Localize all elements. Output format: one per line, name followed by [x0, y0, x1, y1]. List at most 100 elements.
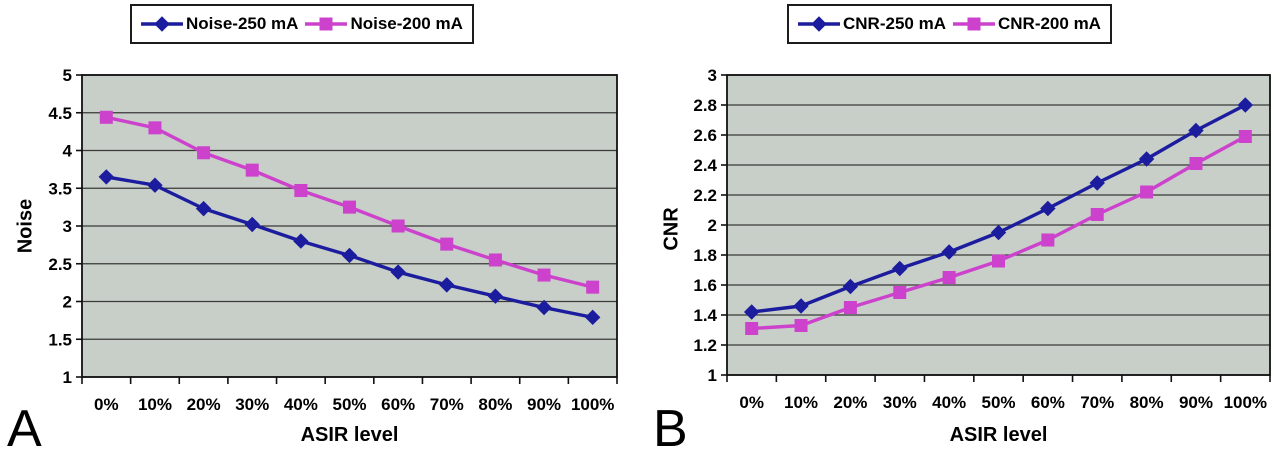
panel-label-b: B [653, 400, 688, 457]
cnr-chart: 32.82.62.42.221.81.61.41.210% 10% 20% 30% 40… [693, 66, 1271, 412]
y-tick-label: 1 [63, 368, 72, 387]
diamond-marker [990, 224, 1007, 241]
diamond-legend-marker-icon [141, 16, 183, 32]
diamond-marker [584, 309, 601, 326]
legend-label: Noise-200 mA [350, 14, 463, 33]
noise-y-axis-title: Noise [14, 198, 37, 254]
square-marker [99, 110, 113, 124]
legend-entry-noise-200-ma: Noise-200 mA [305, 14, 463, 34]
legend-label: CNR-200 mA [997, 14, 1101, 33]
x-tick-label: 80% [478, 395, 512, 414]
diamond-marker [1040, 200, 1056, 217]
square-marker [319, 17, 333, 31]
y-tick-label: 5 [63, 66, 72, 85]
diamond-marker [487, 288, 504, 304]
x-tick-label: 60% [1031, 393, 1065, 412]
square-marker [245, 163, 259, 177]
diamond-marker [743, 304, 760, 320]
y-tick-label: 2.2 [693, 186, 717, 205]
cnr-y-axis-title: CNR [660, 207, 683, 251]
diamond-marker [811, 16, 827, 32]
square-marker [294, 184, 308, 198]
cnr-x-axis-title: ASIR level [949, 424, 1048, 446]
y-tick-label: 4.5 [48, 104, 72, 123]
plot-border [81, 74, 618, 378]
y-gridlines: 5 4.5 4 3.5 3 2.5 2 1.5 1 [48, 66, 617, 387]
y-tick-label: 3 [63, 217, 72, 236]
plot-border [726, 74, 1271, 376]
x-tick-label: 90% [1179, 393, 1213, 412]
x-tick-label: 20% [187, 395, 221, 414]
x-tick-label: 0% [739, 393, 764, 412]
legend-entry-cnr-200-ma: CNR-200 mA [952, 14, 1101, 34]
legend-entry-cnr-250-ma: CNR-250 mA [798, 14, 946, 34]
x-axis-ticks: 0% 10% 20% 30% 40% 50% 60% 70% 80% 90% 100% [81, 377, 618, 414]
diamond-marker [195, 200, 212, 217]
diamond-marker [536, 299, 552, 316]
y-tick-label: 2 [63, 293, 72, 312]
diamond-marker [1237, 97, 1254, 113]
square-marker [1090, 208, 1104, 221]
square-marker [391, 219, 405, 233]
legend-label: CNR-250 mA [843, 14, 946, 33]
series-noise-200-ma [99, 110, 600, 294]
series-cnr-250-ma [743, 97, 1254, 320]
y-tick-label: 2.8 [693, 96, 717, 115]
panel-a-noise: Noise-250 mA Noise-200 mA 5 4.5 4 3.5 3 2.5 2 1.… [7, 4, 618, 457]
square-marker [992, 254, 1005, 268]
series-cnr-200-ma [745, 130, 1252, 335]
square-marker [794, 319, 808, 332]
diamond-marker [439, 277, 455, 293]
x-tick-label: 40% [932, 393, 966, 412]
diamond-legend-marker-icon [798, 16, 840, 32]
x-tick-label: 50% [332, 395, 366, 414]
square-marker [745, 322, 759, 335]
square-marker [197, 146, 211, 160]
diamond-marker [341, 247, 358, 264]
square-legend-marker-icon [305, 17, 348, 31]
y-tick-label: 2.6 [693, 126, 717, 145]
x-tick-label: 70% [430, 395, 464, 414]
diamond-marker [842, 278, 859, 295]
square-marker [1189, 157, 1203, 170]
x-tick-label: 30% [883, 393, 917, 412]
y-tick-label: 4 [63, 142, 73, 161]
x-tick-label: 90% [527, 395, 561, 414]
square-marker [893, 286, 907, 299]
diamond-marker [98, 169, 115, 185]
square-legend-marker-icon [952, 17, 995, 31]
x-tick-label: 50% [981, 393, 1015, 412]
x-axis-ticks: 0% 10% 20% 30% 40% 50% 60% 70% 80% 90% 100% [726, 375, 1271, 412]
diamond-marker [244, 216, 260, 233]
y-tick-label: 1.6 [693, 276, 717, 295]
legend-label: Noise-250 mA [186, 14, 299, 33]
x-tick-label: 100% [1224, 393, 1267, 412]
diamond-marker [793, 298, 809, 314]
x-tick-label: 40% [284, 395, 318, 414]
x-tick-label: 0% [94, 395, 119, 414]
y-tick-label: 1.2 [693, 336, 717, 355]
x-tick-label: 80% [1130, 393, 1164, 412]
diamond-marker [147, 177, 163, 193]
noise-legend: Noise-250 mA Noise-200 mA [130, 4, 474, 44]
diamond-marker [1188, 122, 1204, 139]
cnr-legend: CNR-250 mA CNR-200 mA [787, 4, 1112, 44]
x-tick-label: 30% [235, 395, 269, 414]
series-noise-250-ma [98, 169, 601, 326]
y-tick-label: 3.5 [48, 179, 72, 198]
square-marker [1041, 233, 1055, 247]
y-tick-label: 1 [708, 366, 717, 385]
x-tick-label: 10% [138, 395, 172, 414]
square-marker [488, 253, 502, 267]
square-marker [843, 301, 857, 314]
diamond-marker [293, 233, 309, 249]
square-marker [1140, 185, 1154, 199]
diamond-marker [390, 264, 406, 280]
square-marker [967, 17, 981, 31]
square-marker [942, 271, 956, 284]
diamond-marker [1089, 175, 1105, 191]
square-marker [440, 237, 454, 251]
panel-label-a: A [7, 400, 42, 457]
diamond-marker [892, 260, 908, 277]
